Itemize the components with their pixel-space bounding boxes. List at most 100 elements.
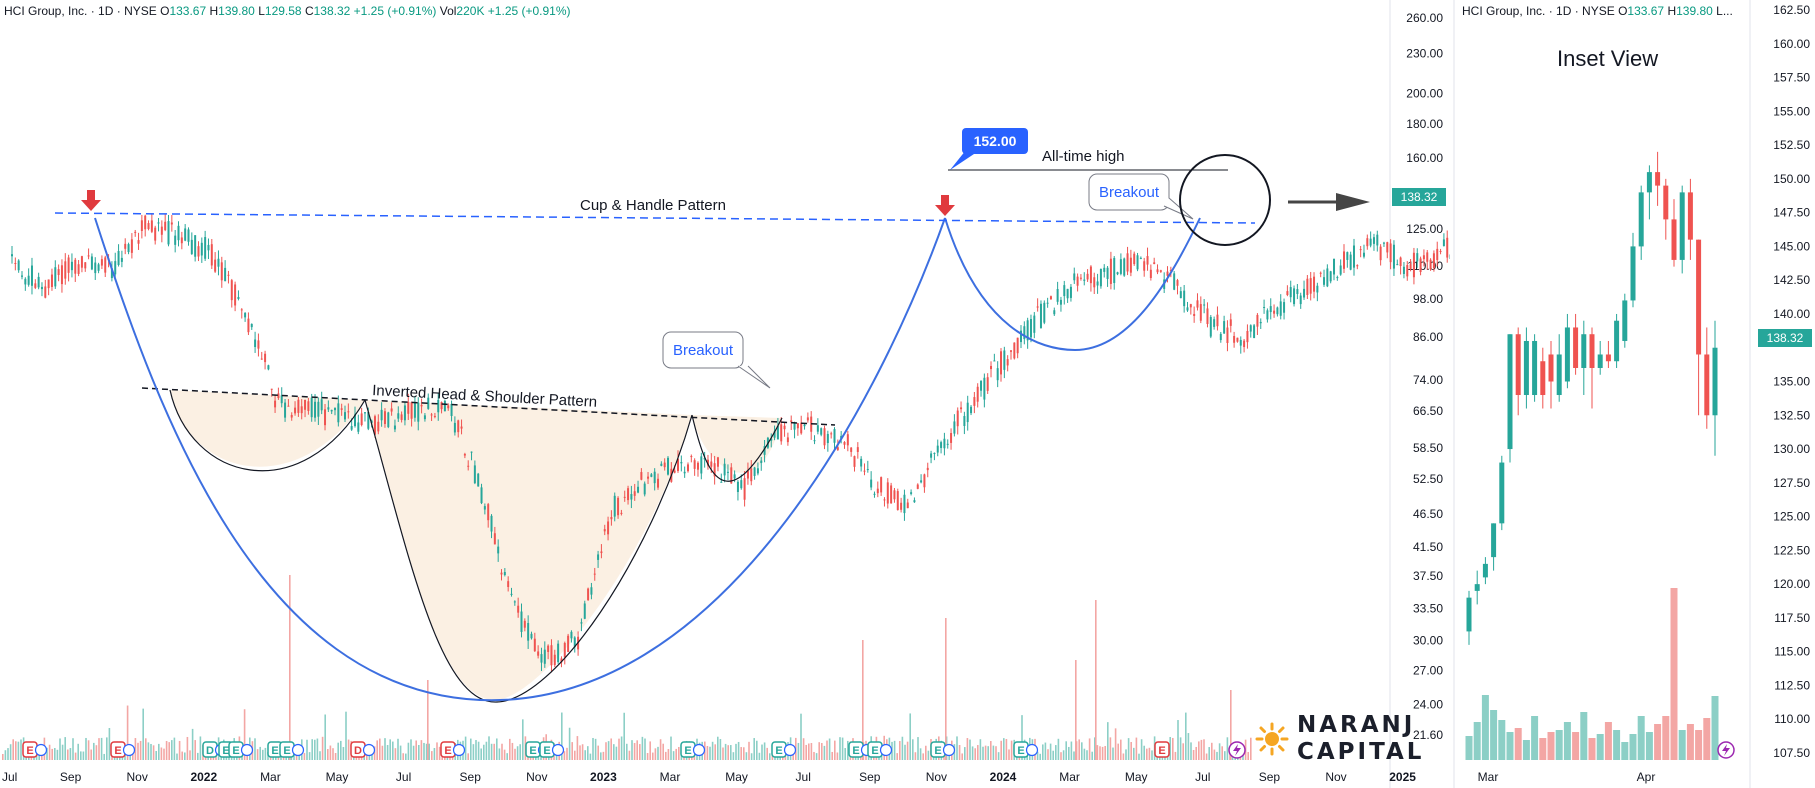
volume-bar bbox=[366, 753, 368, 760]
candle-body bbox=[1109, 258, 1112, 284]
y-tick-label: 33.50 bbox=[1413, 602, 1443, 616]
candle-body bbox=[1279, 301, 1282, 316]
volume-bar bbox=[917, 737, 919, 760]
volume-spike bbox=[289, 575, 291, 760]
volume-bar bbox=[321, 736, 324, 760]
volume-bar bbox=[48, 744, 51, 760]
y-tick-label: 125.00 bbox=[1406, 222, 1443, 236]
inset-y-tick-label: 110.00 bbox=[1774, 712, 1810, 726]
inset-title: Inset View bbox=[1557, 46, 1659, 71]
volume-bar bbox=[509, 738, 511, 760]
candle-body bbox=[943, 438, 946, 449]
inset-candle-body bbox=[1499, 462, 1505, 524]
volume-bar bbox=[1057, 738, 1060, 760]
volume-bar bbox=[769, 753, 771, 760]
volume-bar bbox=[522, 719, 524, 760]
candle-body bbox=[683, 471, 686, 474]
candle-body bbox=[250, 323, 253, 328]
candle-body bbox=[297, 399, 300, 413]
interval[interactable]: 1D bbox=[98, 4, 114, 18]
candle-body bbox=[154, 227, 157, 241]
inset-y-tick-label: 125.00 bbox=[1773, 510, 1810, 524]
candle-body bbox=[880, 477, 883, 493]
candle-body bbox=[324, 409, 327, 426]
candle-body bbox=[570, 631, 573, 639]
candle-body bbox=[990, 365, 993, 370]
candle-body bbox=[127, 244, 130, 253]
inset-y-tick-label: 127.50 bbox=[1773, 476, 1810, 490]
inset-candle-body bbox=[1630, 246, 1636, 301]
inset-volume-bar bbox=[1465, 736, 1473, 760]
volume-bar bbox=[147, 742, 150, 760]
candle-body bbox=[230, 280, 233, 301]
candle-body bbox=[264, 353, 267, 363]
inset-volume-bar bbox=[1596, 734, 1604, 760]
candle-body bbox=[1236, 337, 1239, 342]
candle-body bbox=[510, 593, 513, 595]
volume-bar bbox=[436, 742, 438, 760]
volume-bar bbox=[93, 742, 95, 760]
volume-bar bbox=[483, 744, 485, 760]
candle-body bbox=[487, 504, 490, 521]
candle-body bbox=[1056, 289, 1059, 302]
inset-y-tick-label: 152.50 bbox=[1773, 138, 1810, 152]
candle-body bbox=[547, 645, 550, 652]
candle-body bbox=[1296, 289, 1299, 295]
volume-bar bbox=[1250, 737, 1252, 760]
candle-body bbox=[1286, 291, 1289, 295]
volume-bar bbox=[345, 711, 347, 760]
volume-bar bbox=[1086, 750, 1088, 760]
candle-body bbox=[257, 340, 260, 349]
inset-chart[interactable]: 162.50 160.00 157.50 155.00 152.50 150.00 147.… bbox=[1450, 0, 1815, 788]
inset-candle-body bbox=[1597, 354, 1603, 368]
event-letter: E bbox=[222, 745, 229, 757]
candle-body bbox=[290, 414, 293, 418]
candle-body bbox=[806, 417, 809, 421]
volume-bar bbox=[314, 739, 316, 760]
main-chart[interactable]: 260.00 230.00 200.00 180.00 160.00 125.00 110.… bbox=[0, 0, 1450, 788]
candle-body bbox=[237, 296, 240, 299]
candle-body bbox=[110, 268, 113, 279]
inset-candle-body bbox=[1540, 361, 1546, 396]
volume-bar bbox=[631, 740, 633, 760]
volume-bar bbox=[1125, 749, 1127, 760]
event-letter: E bbox=[26, 745, 33, 757]
candle-body bbox=[1146, 256, 1149, 265]
volume-bar bbox=[987, 746, 989, 760]
candle-body bbox=[1346, 252, 1349, 260]
volume-bar bbox=[821, 743, 823, 760]
x-tick-label: 2022 bbox=[190, 770, 217, 784]
volume-bar bbox=[1182, 743, 1184, 760]
inset-volume-bar bbox=[1572, 732, 1580, 760]
volume-bar bbox=[77, 743, 79, 760]
candle-body bbox=[1053, 310, 1056, 315]
candle-body bbox=[294, 407, 297, 414]
low-label: L bbox=[258, 4, 265, 18]
volume-bar bbox=[1083, 748, 1086, 760]
volume-label: Vol bbox=[439, 4, 457, 18]
x-tick-label: May bbox=[1125, 770, 1148, 784]
volume-bar bbox=[1221, 746, 1223, 760]
x-tick-label: 2024 bbox=[990, 770, 1017, 784]
candle-body bbox=[660, 463, 663, 466]
candle-body bbox=[50, 274, 53, 287]
candle-body bbox=[790, 420, 793, 423]
candle-body bbox=[1059, 299, 1062, 305]
candle-body bbox=[623, 496, 626, 498]
volume-bar bbox=[472, 744, 475, 760]
volume-bar bbox=[511, 742, 514, 760]
volume-bar bbox=[678, 746, 680, 760]
candle-body bbox=[47, 279, 50, 289]
sun-logo-icon bbox=[1255, 722, 1289, 756]
earnings-event-icon: E bbox=[539, 741, 565, 758]
volume-bar bbox=[1104, 745, 1106, 760]
event-letter: E bbox=[271, 745, 278, 757]
volume-bar bbox=[563, 751, 566, 760]
volume-bar bbox=[303, 753, 306, 760]
candle-body bbox=[750, 468, 753, 482]
candle-body bbox=[320, 399, 323, 411]
volume-bar bbox=[407, 742, 410, 760]
volume-bar bbox=[966, 738, 969, 760]
candle-body bbox=[413, 402, 416, 418]
volume-bar bbox=[470, 738, 472, 760]
